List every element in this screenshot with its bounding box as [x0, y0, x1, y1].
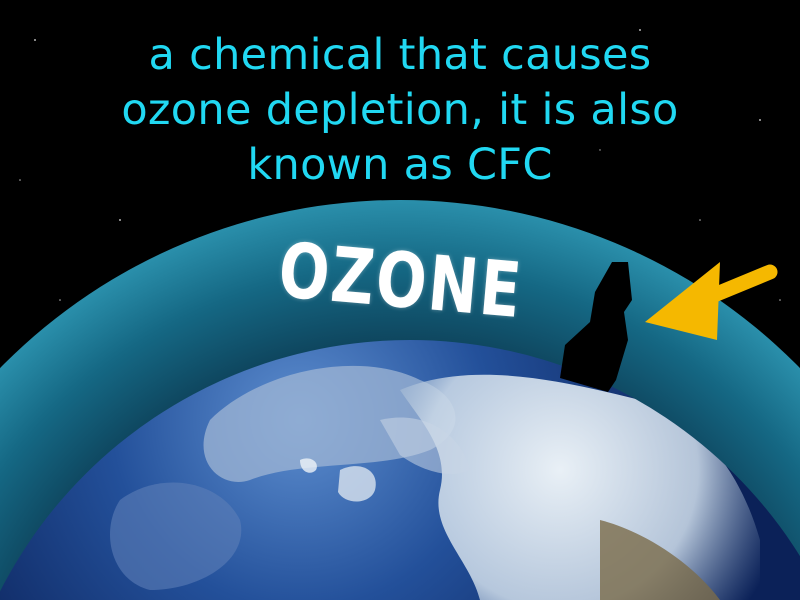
arrow-icon [645, 262, 778, 340]
definition-line-2: ozone depletion, it is also [121, 85, 679, 135]
ozone-layer-label: OZONE [275, 226, 527, 336]
definition-line-1: a chemical that causes [148, 30, 652, 80]
ozone-hole [560, 262, 632, 392]
earth-globe [0, 340, 800, 600]
definition-caption: a chemical that causes ozone depletion, … [0, 28, 800, 193]
definition-line-3: known as CFC [247, 140, 553, 190]
